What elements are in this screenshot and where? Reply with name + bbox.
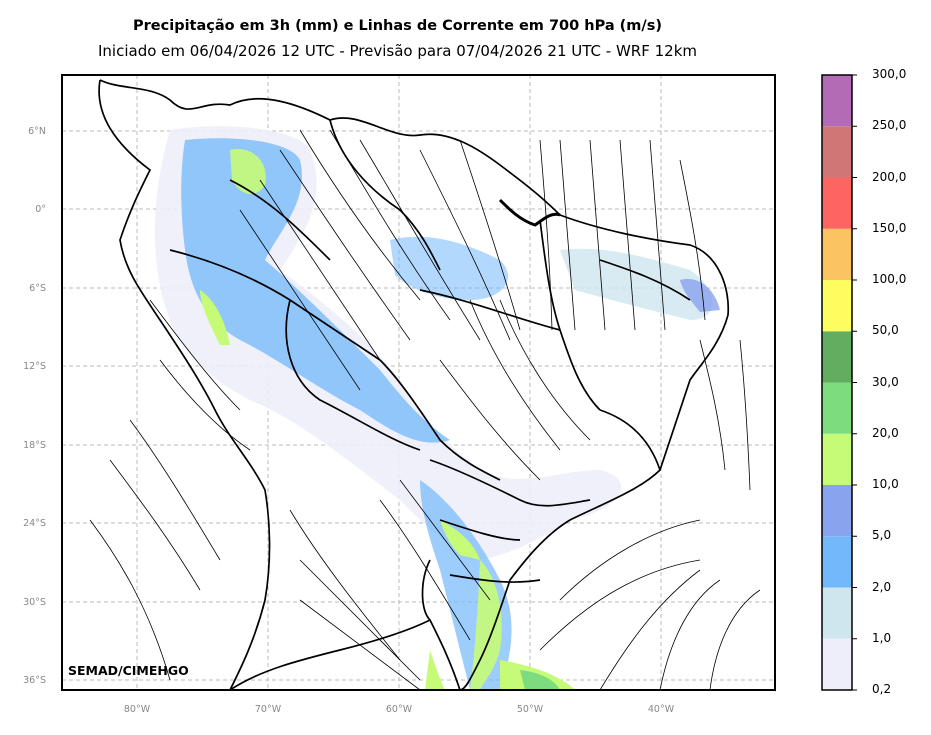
colorbar-label: 150,0 bbox=[872, 220, 907, 235]
lat-label: 24°S bbox=[23, 518, 46, 529]
lon-label: 80°W bbox=[124, 704, 151, 715]
colorbar-segment bbox=[822, 280, 852, 332]
colorbar-label: 100,0 bbox=[872, 272, 907, 286]
lat-label: 12°S bbox=[23, 361, 46, 372]
lon-label: 60°W bbox=[386, 704, 413, 715]
colorbar-label: 30,0 bbox=[872, 374, 899, 389]
colorbar-segment bbox=[822, 638, 852, 690]
lon-label: 50°W bbox=[517, 704, 544, 715]
lat-label: 0° bbox=[35, 204, 46, 215]
colorbar bbox=[822, 74, 857, 691]
lat-label: 6°N bbox=[28, 126, 46, 137]
lat-label: 6°S bbox=[29, 283, 46, 294]
lat-label: 36°S bbox=[23, 675, 46, 686]
colorbar-segment bbox=[822, 177, 852, 229]
colorbar-segment bbox=[822, 433, 852, 485]
colorbar-segment bbox=[822, 75, 852, 127]
map-subtitle: Iniciado em 06/04/2026 12 UTC - Previsão… bbox=[97, 42, 698, 60]
colorbar-segment bbox=[822, 587, 852, 639]
colorbar-label: 300,0 bbox=[872, 67, 907, 81]
colorbar-frame bbox=[821, 74, 853, 691]
colorbar-segment bbox=[822, 228, 852, 280]
lat-label: 18°S bbox=[23, 440, 46, 451]
precipitation-field bbox=[155, 126, 720, 690]
colorbar-label: 20,0 bbox=[872, 425, 899, 440]
lon-label: 70°W bbox=[255, 704, 282, 715]
map-title: Precipitação em 3h (mm) e Linhas de Corr… bbox=[133, 18, 662, 34]
streamlines bbox=[89, 129, 761, 690]
colorbar-segment bbox=[822, 485, 852, 537]
colorbar-label: 50,0 bbox=[872, 323, 899, 338]
lat-label: 30°S bbox=[23, 597, 46, 608]
map-frame bbox=[61, 74, 776, 691]
lon-label: 40°W bbox=[648, 704, 675, 715]
colorbar-segment bbox=[822, 382, 852, 434]
colorbar-label: 10,0 bbox=[872, 477, 899, 491]
boundaries bbox=[98, 79, 730, 690]
colorbar-label: 5,0 bbox=[872, 528, 892, 543]
gridlines bbox=[62, 75, 775, 690]
colorbar-label: 0,2 bbox=[872, 682, 892, 696]
colorbar-label: 250,0 bbox=[872, 118, 907, 133]
colorbar-segment bbox=[822, 536, 852, 588]
credit-label: SEMAD/CIMEHGO bbox=[68, 663, 189, 678]
colorbar-segment bbox=[822, 331, 852, 383]
colorbar-label: 2,0 bbox=[872, 579, 892, 594]
colorbar-segment bbox=[822, 126, 852, 178]
colorbar-label: 1,0 bbox=[872, 630, 892, 645]
colorbar-label: 200,0 bbox=[872, 169, 907, 184]
